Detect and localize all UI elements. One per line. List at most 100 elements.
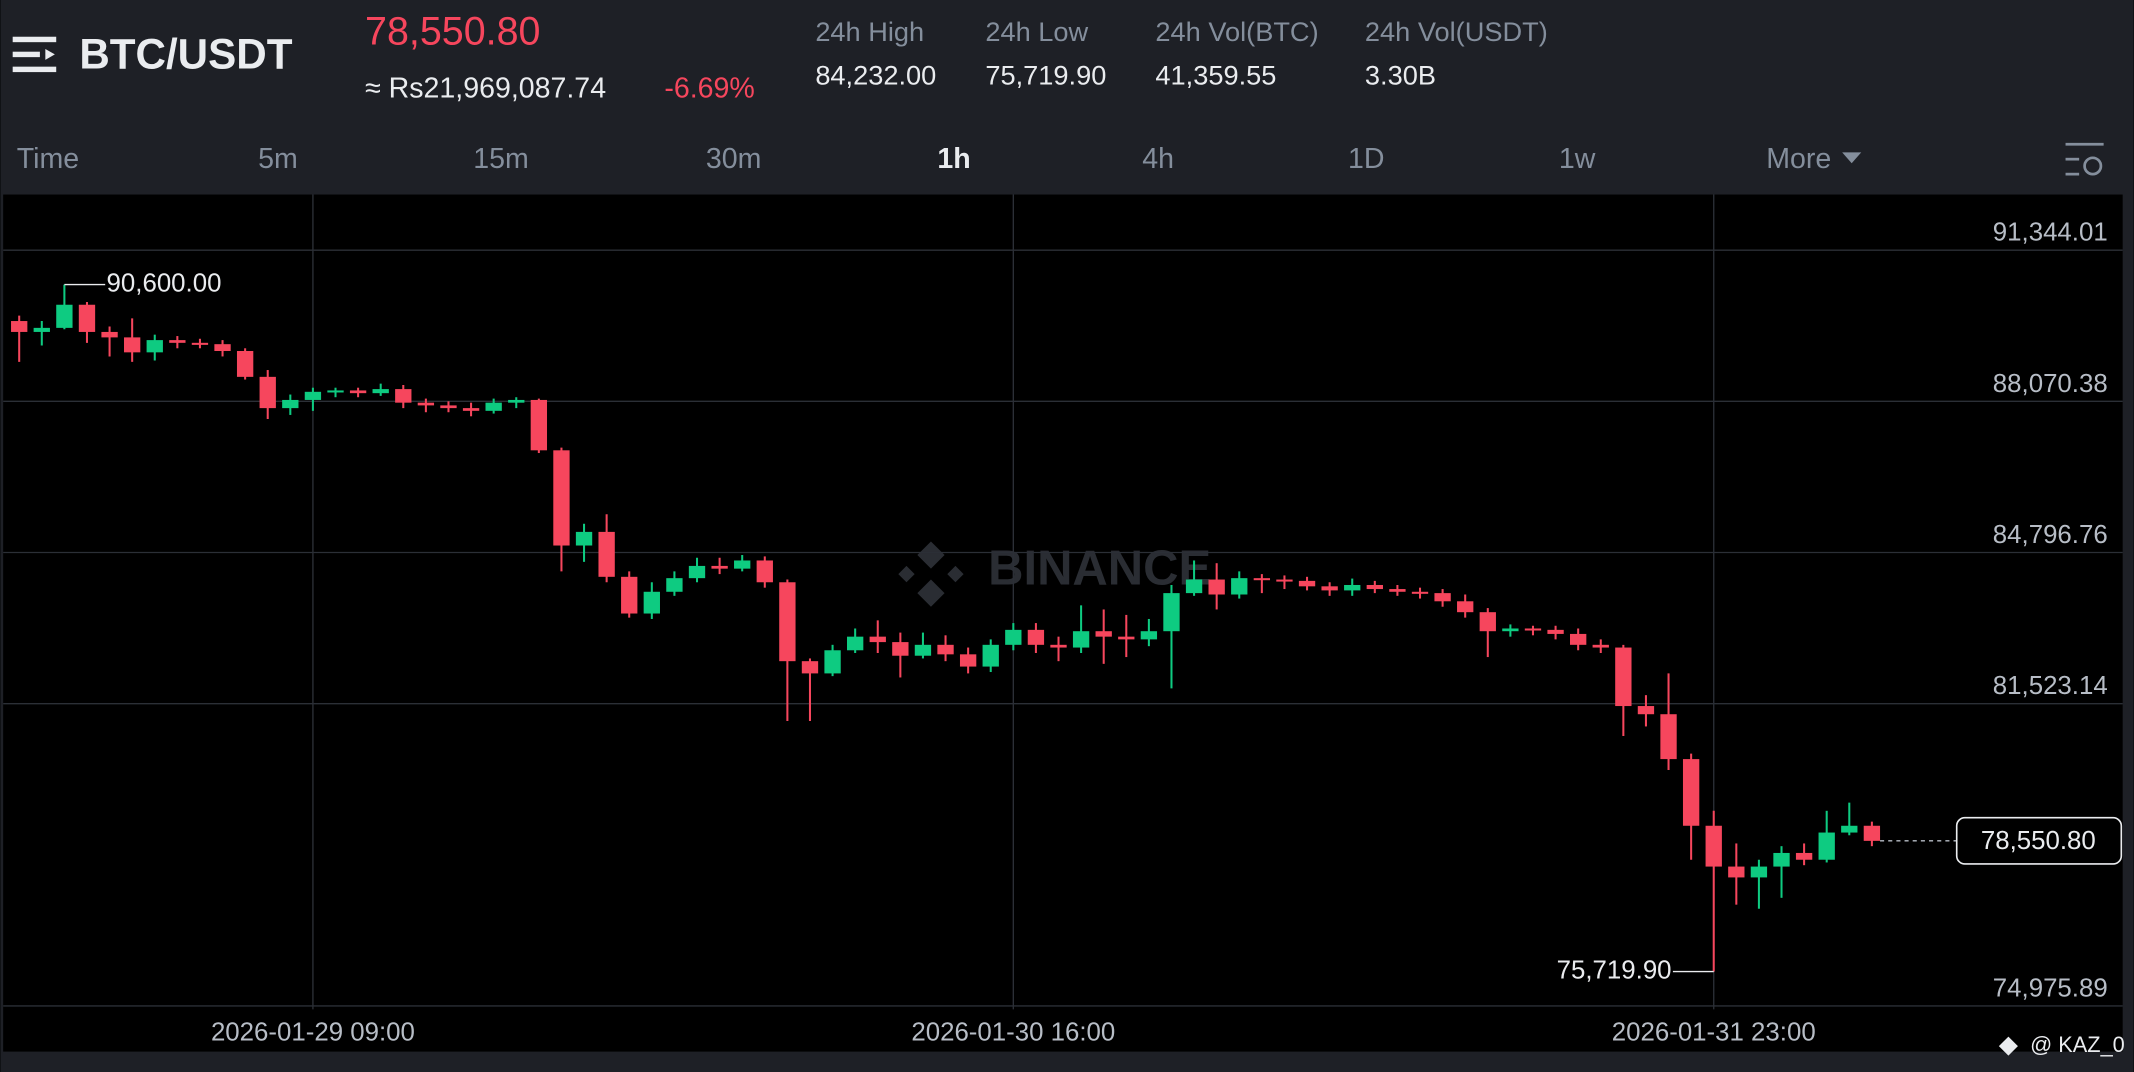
candle	[1005, 623, 1022, 651]
candle-body	[959, 654, 977, 667]
candle-body	[1027, 629, 1045, 645]
candle	[56, 284, 73, 330]
grid	[3, 194, 2123, 1010]
y-tick-label: 81,523.14	[1993, 672, 2108, 700]
candle-body	[1231, 578, 1248, 595]
candle	[101, 326, 118, 357]
last-price-box	[1955, 816, 2123, 865]
candle	[756, 556, 773, 588]
candle	[982, 639, 999, 673]
candle	[1163, 584, 1180, 689]
candle	[1298, 576, 1316, 591]
candle-body	[1321, 586, 1338, 591]
candle	[1637, 695, 1655, 727]
candle	[1750, 859, 1768, 909]
pair-name[interactable]: BTC/USDT	[79, 30, 292, 77]
candle-body	[1344, 584, 1361, 591]
x-tick-label: 2026-01-31 23:00	[1612, 1019, 1816, 1047]
candle	[937, 635, 954, 662]
candle-body	[1366, 584, 1383, 590]
price-change: -6.69%	[664, 72, 754, 104]
candle-body	[643, 591, 660, 614]
candle	[78, 302, 96, 343]
interval-tab[interactable]: 4h	[1142, 143, 1174, 175]
interval-tab[interactable]: 5m	[258, 143, 298, 175]
candle	[801, 658, 819, 722]
stat-label: 24h Low	[985, 16, 1088, 47]
low-label: 75,719.90	[1557, 956, 1672, 984]
candle	[1434, 589, 1451, 607]
interval-tab[interactable]: 1D	[1348, 143, 1384, 175]
stat-value: 84,232.00	[815, 60, 936, 91]
candle-body	[395, 389, 412, 403]
candle	[530, 398, 548, 454]
candle-body	[869, 636, 886, 643]
candle-body	[349, 390, 367, 394]
menu-bar	[12, 36, 57, 43]
stat-value: 41,359.55	[1155, 60, 1276, 91]
candle	[1118, 614, 1135, 658]
candle-body	[508, 399, 525, 403]
candle	[417, 398, 435, 413]
candle	[734, 555, 751, 572]
candle	[508, 397, 525, 409]
candle	[1615, 644, 1632, 736]
candle-body	[236, 351, 254, 377]
interval-tab[interactable]: 1h	[937, 143, 970, 175]
candle	[1276, 575, 1293, 590]
candle-body	[169, 340, 186, 343]
interval-tab[interactable]: 15m	[473, 143, 529, 175]
candle	[33, 321, 50, 346]
high-label: 90,600.00	[107, 269, 222, 297]
menu-bar	[12, 51, 40, 58]
candle-body	[485, 402, 502, 411]
candle-body	[1728, 866, 1745, 878]
interval-tab[interactable]: 30m	[706, 143, 762, 175]
candle	[688, 557, 706, 583]
candle	[575, 523, 593, 562]
candle	[462, 402, 480, 417]
menu-icon[interactable]	[12, 36, 57, 73]
settings-icon[interactable]	[2065, 142, 2104, 176]
chart-area	[3, 194, 2123, 1052]
candle-body	[1524, 628, 1542, 631]
icon-circle	[2083, 156, 2103, 176]
candle-body	[1660, 714, 1677, 760]
y-tick-label: 74,975.89	[1993, 974, 2108, 1002]
candle	[1208, 563, 1225, 610]
candlestick-chart: 91,344.01 88,070.38 84,796.76 81,523.14 74,9…	[3, 194, 2123, 1047]
candle	[1570, 628, 1587, 651]
candle-body	[462, 408, 480, 411]
candle	[847, 628, 864, 653]
candle-body	[1479, 612, 1496, 632]
candle	[1253, 574, 1271, 594]
candle-body	[575, 531, 593, 546]
candle	[1027, 623, 1045, 653]
candle-body	[440, 405, 457, 409]
interval-tab[interactable]: Time	[17, 143, 79, 175]
candle	[1863, 821, 1881, 847]
interval-tab[interactable]: 1w	[1559, 143, 1596, 175]
candle	[349, 387, 367, 398]
candle-body	[372, 389, 389, 394]
candle	[1502, 624, 1519, 637]
candle-body	[779, 582, 796, 662]
credit-icon	[1998, 1036, 2018, 1056]
candle-body	[1072, 631, 1090, 648]
candles	[11, 284, 1881, 972]
candle-body	[824, 650, 841, 674]
candle-body	[847, 636, 864, 651]
candle-body	[146, 340, 163, 353]
candle-body	[417, 402, 435, 406]
candle-body	[688, 565, 706, 579]
candle	[124, 318, 141, 362]
candle	[1660, 673, 1677, 770]
candle	[779, 579, 796, 722]
candle-body	[1208, 579, 1225, 595]
candle-body	[892, 642, 909, 656]
stats: 24h High 84,232.00 24h Low 75,719.90 24h Vol…	[815, 16, 1547, 91]
candle	[11, 315, 28, 362]
interval-tab[interactable]: More	[1766, 143, 1831, 175]
candle-body	[191, 342, 209, 345]
candle	[395, 384, 412, 409]
